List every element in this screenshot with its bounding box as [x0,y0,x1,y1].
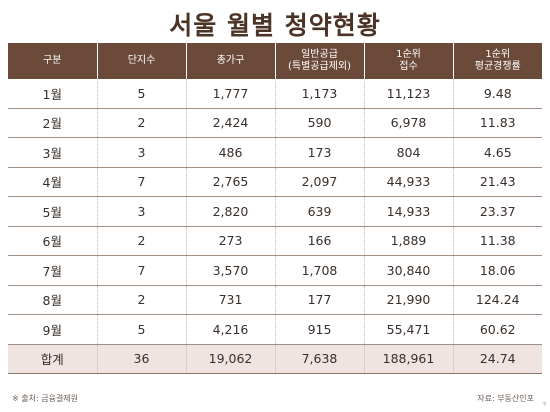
applications-cell: 1,889 [363,226,453,256]
competition-rate-cell: 11.38 [452,226,542,256]
header-row: 구분 단지수 총가구 일반공급 (특별공급제외) 1순위 접수 1순위 평균경쟁률 [8,43,542,79]
header-category: 구분 [8,43,97,79]
header-general-supply: 일반공급 (특별공급제외) [274,43,364,79]
month-cell: 4월 [8,167,97,197]
total-households-cell: 486 [185,137,275,168]
month-cell: 6월 [8,226,97,256]
table-row: 2월 2 2,424 590 6,978 11.83 [8,108,542,138]
complex-count-cell: 3 [96,137,186,168]
competition-rate-cell: 18.06 [452,255,542,286]
general-supply-cell: 590 [274,108,364,138]
complex-count-cell: 7 [96,255,186,286]
table-row: 7월 7 3,570 1,708 30,840 18.06 [8,255,542,286]
total-label-cell: 합계 [8,344,97,374]
complex-count-cell: 2 [96,285,186,315]
competition-rate-cell: 11.83 [452,108,542,138]
general-supply-cell: 7,638 [274,344,364,374]
applications-cell: 30,840 [363,255,453,286]
total-households-cell: 2,765 [185,167,275,197]
month-cell: 9월 [8,314,97,345]
applications-cell: 44,933 [363,167,453,197]
total-households-cell: 1,777 [185,79,275,109]
subscription-table: 구분 단지수 총가구 일반공급 (특별공급제외) 1순위 접수 1순위 평균경쟁률 1… [8,43,542,374]
header-first-priority-competition: 1순위 평균경쟁률 [452,43,542,79]
header-first-priority-applications: 1순위 접수 [363,43,453,79]
total-households-cell: 4,216 [185,314,275,345]
table-row: 8월 2 731 177 21,990 124.24 [8,285,542,315]
table-row: 5월 3 2,820 639 14,933 23.37 [8,196,542,227]
complex-count-cell: 7 [96,167,186,197]
applications-cell: 11,123 [363,79,453,109]
competition-rate-cell: 9.48 [452,79,542,109]
month-cell: 8월 [8,285,97,315]
applications-cell: 188,961 [363,344,453,374]
header-total-households: 총가구 [185,43,275,79]
month-cell: 2월 [8,108,97,138]
total-households-cell: 2,820 [185,196,275,227]
general-supply-cell: 915 [274,314,364,345]
month-cell: 5월 [8,196,97,227]
competition-rate-cell: 124.24 [452,285,542,315]
page-title: 서울 월별 청약현황 [169,11,381,40]
complex-count-cell: 36 [96,344,186,374]
applications-cell: 21,990 [363,285,453,315]
general-supply-cell: 1,173 [274,79,364,109]
competition-rate-cell: 60.62 [452,314,542,345]
applications-cell: 14,933 [363,196,453,227]
competition-rate-cell: 23.37 [452,196,542,227]
competition-rate-cell: 24.74 [452,344,542,374]
corner-mark: ⁴⁄ [542,401,546,408]
total-households-cell: 731 [185,285,275,315]
general-supply-cell: 166 [274,226,364,256]
general-supply-cell: 173 [274,137,364,168]
table-row: 4월 7 2,765 2,097 44,933 21.43 [8,167,542,197]
competition-rate-cell: 21.43 [452,167,542,197]
table-row: 3월 3 486 173 804 4.65 [8,137,542,168]
general-supply-cell: 177 [274,285,364,315]
table-row: 1월 5 1,777 1,173 11,123 9.48 [8,79,542,109]
total-households-cell: 3,570 [185,255,275,286]
applications-cell: 804 [363,137,453,168]
data-credit: 자료: 부동산인포 [477,394,534,403]
total-row: 합계 36 19,062 7,638 188,961 24.74 [8,344,542,374]
applications-cell: 6,978 [363,108,453,138]
total-households-cell: 2,424 [185,108,275,138]
complex-count-cell: 5 [96,314,186,345]
complex-count-cell: 2 [96,108,186,138]
month-cell: 7월 [8,255,97,286]
general-supply-cell: 1,708 [274,255,364,286]
total-households-cell: 19,062 [185,344,275,374]
table-row: 6월 2 273 166 1,889 11.38 [8,226,542,256]
month-cell: 1월 [8,79,97,109]
general-supply-cell: 639 [274,196,364,227]
applications-cell: 55,471 [363,314,453,345]
complex-count-cell: 3 [96,196,186,227]
total-households-cell: 273 [185,226,275,256]
competition-rate-cell: 4.65 [452,137,542,168]
complex-count-cell: 5 [96,79,186,109]
month-cell: 3월 [8,137,97,168]
source-note: ※ 출처: 금융결제원 [12,394,79,403]
table-row: 9월 5 4,216 915 55,471 60.62 [8,314,542,345]
complex-count-cell: 2 [96,226,186,256]
header-complex-count: 단지수 [96,43,186,79]
general-supply-cell: 2,097 [274,167,364,197]
